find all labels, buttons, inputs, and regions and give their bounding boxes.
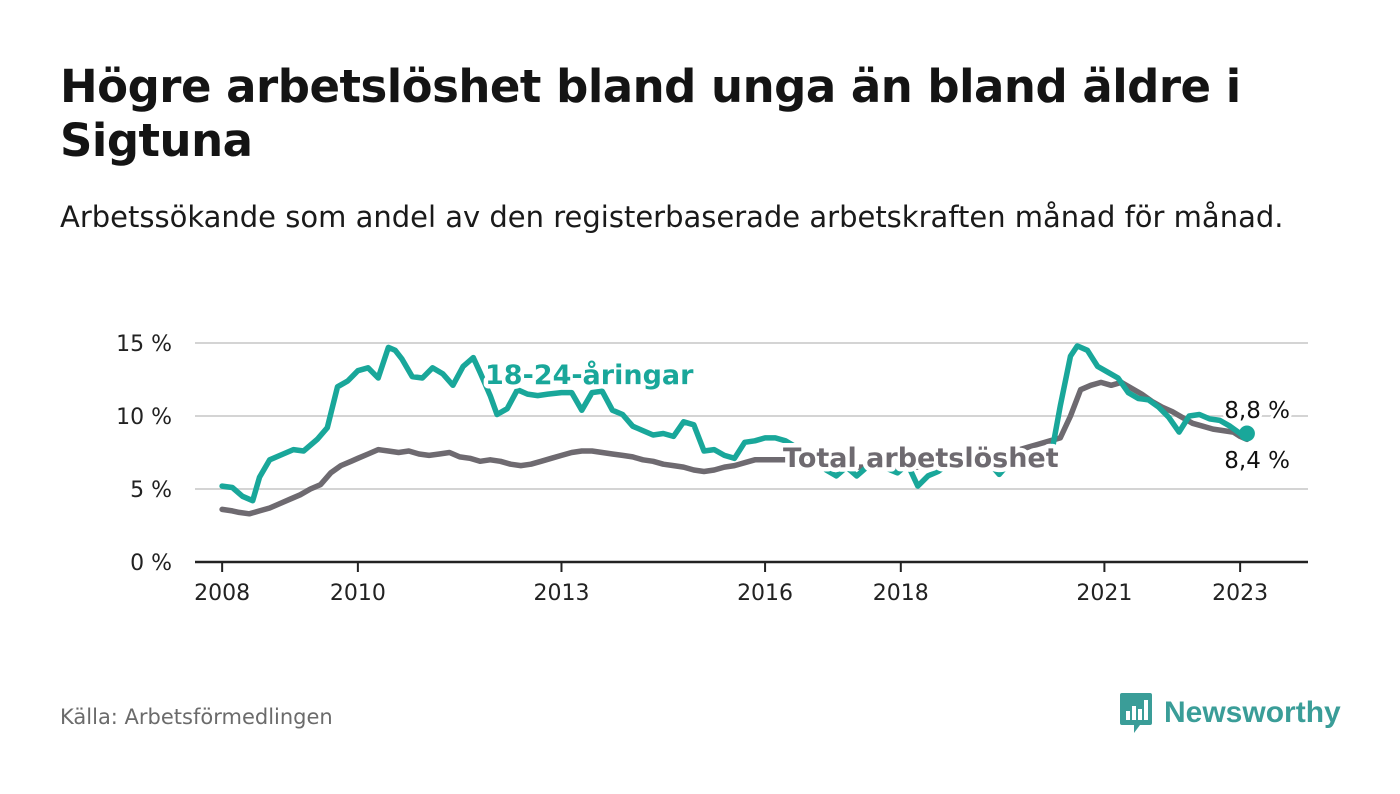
total-line bbox=[219, 379, 1250, 517]
x-tick-label-2021: 2021 bbox=[1076, 581, 1132, 606]
source-note: Källa: Arbetsförmedlingen bbox=[60, 705, 333, 729]
youth-end-label: 8,8 % bbox=[1224, 398, 1290, 424]
brand-name: Newsworthy bbox=[1164, 696, 1341, 729]
y-tick-label-10: 10 % bbox=[116, 405, 172, 430]
brand-logo[interactable]: Newsworthy bbox=[1118, 690, 1341, 736]
y-tick-label-5: 5 % bbox=[130, 478, 172, 503]
newsworthy-logo-icon bbox=[1120, 693, 1152, 733]
youth-line bbox=[219, 343, 1250, 504]
total-series-label: Total arbetslöshet bbox=[783, 443, 1059, 474]
total-end-label: 8,4 % bbox=[1224, 448, 1290, 474]
chart-subtitle: Arbetssökande som andel av den registerb… bbox=[60, 200, 1284, 234]
x-tick-label-2016: 2016 bbox=[737, 581, 793, 606]
x-tick-label-2013: 2013 bbox=[533, 581, 589, 606]
y-tick-label-0: 0 % bbox=[130, 551, 172, 576]
x-tick-label-2010: 2010 bbox=[330, 581, 386, 606]
x-tick-label-2018: 2018 bbox=[873, 581, 929, 606]
youth-end-point bbox=[1238, 425, 1255, 442]
grid-lines bbox=[195, 342, 1308, 490]
series-labels: 18-24-åringar Total arbetslöshet 8,8 % 8,4 … bbox=[481, 355, 1294, 479]
youth-series-label: 18-24-åringar bbox=[485, 359, 694, 391]
chart-title: Högre arbetslöshet bland unga än bland ä… bbox=[60, 60, 1241, 167]
x-tick-label-2008: 2008 bbox=[194, 581, 250, 606]
y-tick-label-15: 15 % bbox=[116, 332, 172, 357]
x-axis: 2008 2010 2013 2016 2018 2021 2023 bbox=[194, 560, 1308, 606]
series-lines bbox=[219, 343, 1255, 517]
x-tick-label-2023: 2023 bbox=[1212, 581, 1268, 606]
y-axis-labels: 0 % 5 % 10 % 15 % bbox=[116, 332, 172, 576]
